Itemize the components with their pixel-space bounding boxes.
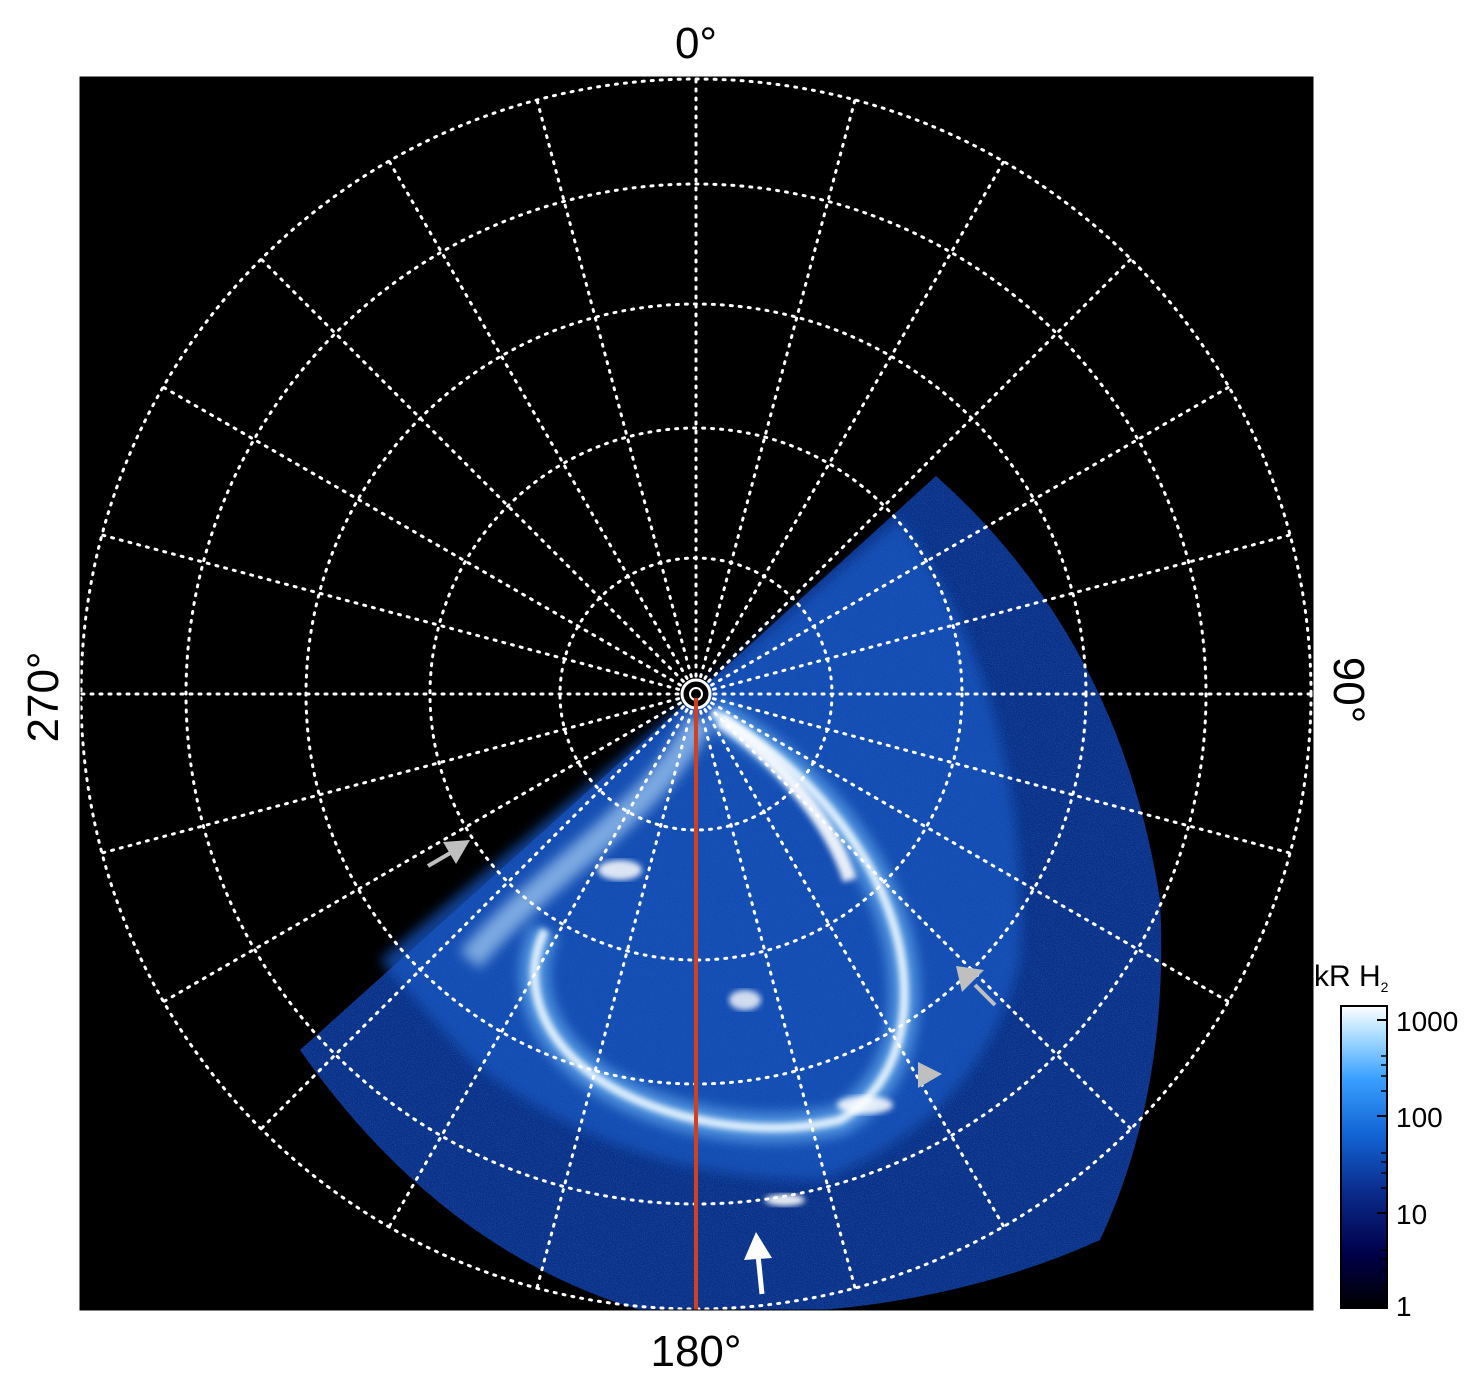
polar-emission-spot-4 <box>837 1096 893 1114</box>
longitude-label-right: 90° <box>1324 657 1373 724</box>
colorbar-title-main: kR H <box>1314 960 1381 993</box>
gray-arrow-dawn-upper <box>956 966 997 1007</box>
plot-frame <box>79 76 1314 1311</box>
main-auroral-oval <box>529 708 909 1133</box>
polar-emission-spot-2 <box>729 990 761 1010</box>
colorbar-tick-100: 100 <box>1396 1102 1443 1133</box>
colorbar-tick-1000: 1000 <box>1396 1006 1458 1037</box>
polar-emission-spot-1 <box>598 860 642 880</box>
white-arrow-bottom <box>744 1232 772 1295</box>
colorbar: kR H2 1000 100 10 1 <box>1314 960 1458 1322</box>
longitude-meridians <box>80 77 1313 1310</box>
colorbar-minor-ticks <box>1381 1055 1387 1286</box>
colorbar-tick-1: 1 <box>1396 1291 1412 1322</box>
longitude-label-left: 270° <box>19 651 68 742</box>
colorbar-title: kR H2 <box>1314 960 1389 995</box>
colorbar-scale <box>1340 1005 1388 1309</box>
gray-arrowhead-dawn-lower <box>918 1062 942 1088</box>
inner-auroral-arc <box>716 714 857 883</box>
longitude-label-bottom: 180° <box>650 1327 741 1376</box>
gray-arrow-dusk <box>426 840 470 868</box>
dusk-auroral-emission <box>460 714 712 969</box>
observed-sector-speckle <box>300 476 1162 1310</box>
colorbar-major-ticks <box>1377 1019 1387 1309</box>
colorbar-title-subscript: 2 <box>1381 979 1389 995</box>
latitude-circle-2 <box>428 426 964 962</box>
longitude-label-top: 0° <box>675 19 717 68</box>
colorbar-tick-10: 10 <box>1396 1199 1427 1230</box>
